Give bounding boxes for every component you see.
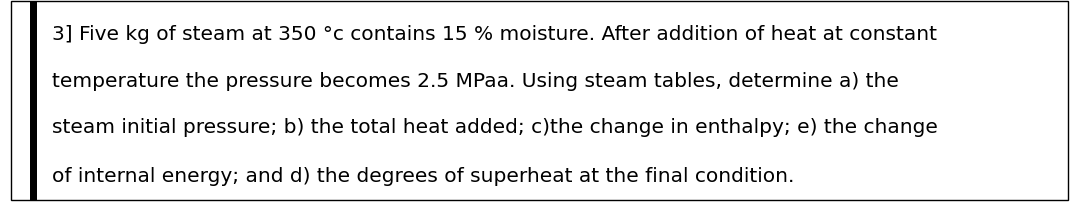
Text: 3] Five kg of steam at 350 °c contains 15 % moisture. After addition of heat at : 3] Five kg of steam at 350 °c contains 1…	[52, 25, 937, 44]
Text: steam initial pressure; b) the total heat added; c)the change in enthalpy; e) th: steam initial pressure; b) the total hea…	[52, 118, 938, 137]
Text: of internal energy; and d) the degrees of superheat at the final condition.: of internal energy; and d) the degrees o…	[52, 166, 794, 185]
Text: temperature the pressure becomes 2.5 MPaa. Using steam tables, determine a) the: temperature the pressure becomes 2.5 MPa…	[52, 71, 899, 90]
Bar	[30, 2, 37, 200]
